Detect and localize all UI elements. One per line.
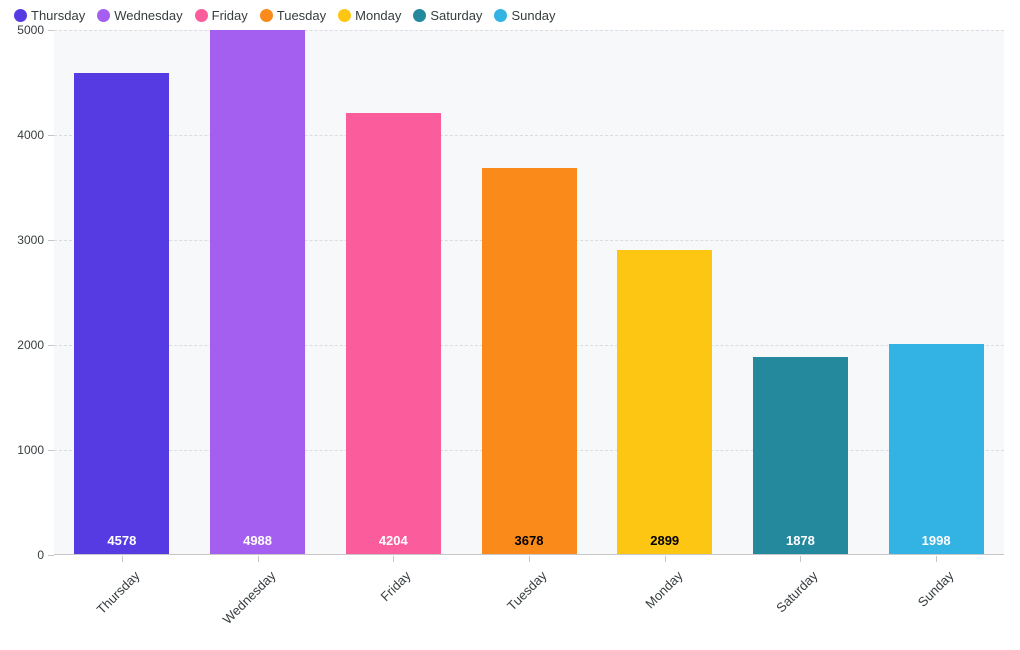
legend-item[interactable]: Tuesday [260,8,326,23]
bar[interactable]: 4204 [346,113,441,554]
plot-area: 4578 4988 4204 3678 2899 1878 1998 [54,30,1004,555]
y-tick-label: 2000 [17,338,44,352]
y-tick-label: 1000 [17,443,44,457]
legend: Thursday Wednesday Friday Tuesday Monday Satu… [14,8,556,23]
legend-label: Saturday [430,8,482,23]
y-tick-label: 4000 [17,128,44,142]
bar[interactable]: 4988 [210,30,305,554]
y-axis: 010002000300040005000 [0,30,50,555]
legend-label: Tuesday [277,8,326,23]
y-tick-label: 0 [37,548,44,562]
bar-value-label: 4988 [243,533,272,548]
x-tick-label: Monday [625,568,685,628]
legend-item[interactable]: Monday [338,8,401,23]
bars-layer: 4578 4988 4204 3678 2899 1878 1998 [54,30,1004,554]
x-tick-label: Tuesday [490,568,550,628]
x-tick-mark [936,556,937,562]
legend-swatch [195,9,208,22]
x-axis: Thursday Wednesday Friday Tuesday Monday Satu… [54,556,1004,646]
bar[interactable]: 3678 [482,168,577,554]
y-tick-label: 5000 [17,23,44,37]
legend-swatch [494,9,507,22]
x-tick-label: Wednesday [218,568,278,628]
legend-label: Wednesday [114,8,182,23]
x-tick-label: Friday [354,568,414,628]
legend-item[interactable]: Sunday [494,8,555,23]
bar[interactable]: 1998 [889,344,984,554]
x-tick-mark [800,556,801,562]
x-tick-mark [122,556,123,562]
bar[interactable]: 2899 [617,250,712,554]
bar-value-label: 1878 [786,533,815,548]
legend-label: Friday [212,8,248,23]
bar-value-label: 4204 [379,533,408,548]
legend-item[interactable]: Thursday [14,8,85,23]
legend-label: Thursday [31,8,85,23]
legend-label: Sunday [511,8,555,23]
legend-item[interactable]: Friday [195,8,248,23]
y-tick-label: 3000 [17,233,44,247]
x-tick-mark [529,556,530,562]
bar-value-label: 2899 [650,533,679,548]
x-tick-mark [665,556,666,562]
legend-swatch [97,9,110,22]
legend-item[interactable]: Saturday [413,8,482,23]
x-tick-label: Saturday [761,568,821,628]
legend-swatch [260,9,273,22]
legend-label: Monday [355,8,401,23]
bar-chart: Thursday Wednesday Friday Tuesday Monday Satu… [0,0,1020,650]
legend-item[interactable]: Wednesday [97,8,182,23]
x-tick-label: Sunday [897,568,957,628]
bar[interactable]: 4578 [74,73,169,554]
bar-value-label: 3678 [515,533,544,548]
bar-value-label: 1998 [922,533,951,548]
legend-swatch [413,9,426,22]
legend-swatch [14,9,27,22]
bar[interactable]: 1878 [753,357,848,554]
bar-value-label: 4578 [107,533,136,548]
x-tick-label: Thursday [82,568,142,628]
x-tick-mark [393,556,394,562]
x-tick-mark [258,556,259,562]
legend-swatch [338,9,351,22]
